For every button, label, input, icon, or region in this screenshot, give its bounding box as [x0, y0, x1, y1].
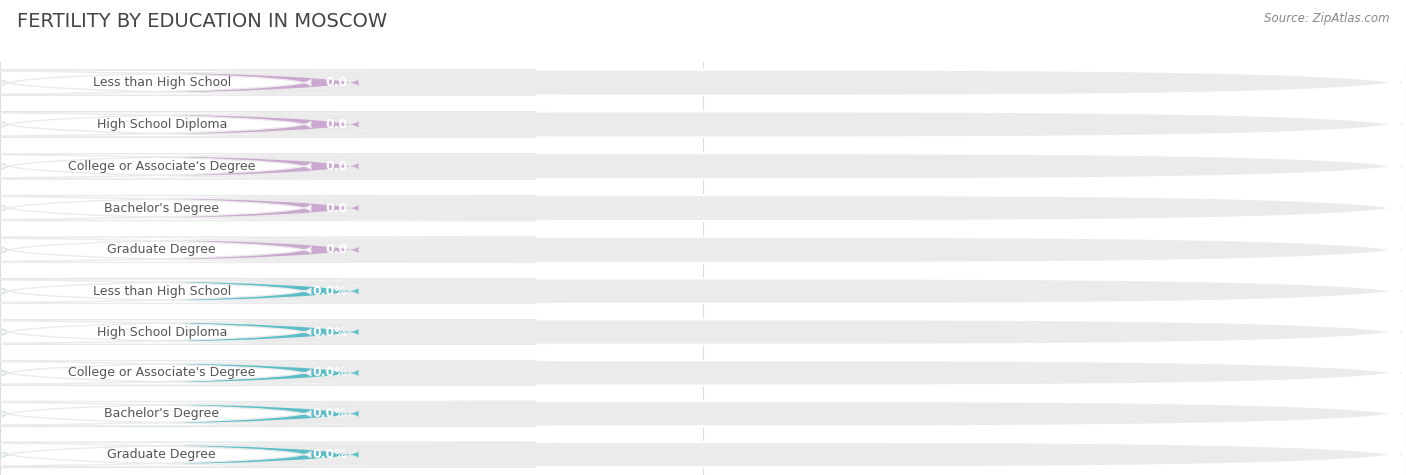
Text: 0.0: 0.0: [325, 118, 347, 131]
Text: Less than High School: Less than High School: [93, 285, 231, 298]
FancyBboxPatch shape: [3, 319, 1403, 345]
FancyBboxPatch shape: [0, 196, 536, 220]
Text: High School Diploma: High School Diploma: [97, 325, 226, 339]
Text: 0.0: 0.0: [325, 243, 347, 256]
Text: 0.0: 0.0: [325, 201, 347, 215]
FancyBboxPatch shape: [3, 70, 1403, 95]
FancyBboxPatch shape: [3, 237, 1403, 263]
FancyBboxPatch shape: [0, 238, 536, 262]
FancyBboxPatch shape: [0, 278, 565, 304]
FancyBboxPatch shape: [0, 70, 565, 95]
FancyBboxPatch shape: [3, 112, 1403, 137]
FancyBboxPatch shape: [0, 442, 536, 467]
FancyBboxPatch shape: [0, 279, 536, 304]
Text: FERTILITY BY EDUCATION IN MOSCOW: FERTILITY BY EDUCATION IN MOSCOW: [17, 12, 387, 31]
Text: 0.0: 0.0: [325, 76, 347, 89]
FancyBboxPatch shape: [0, 195, 565, 221]
FancyBboxPatch shape: [3, 278, 1403, 304]
FancyBboxPatch shape: [0, 154, 536, 179]
FancyBboxPatch shape: [3, 360, 1403, 386]
Text: Graduate Degree: Graduate Degree: [107, 448, 217, 461]
FancyBboxPatch shape: [0, 153, 565, 179]
FancyBboxPatch shape: [3, 153, 1403, 179]
Text: College or Associate's Degree: College or Associate's Degree: [67, 160, 256, 173]
Text: 0.0%: 0.0%: [312, 285, 347, 298]
FancyBboxPatch shape: [0, 70, 536, 95]
FancyBboxPatch shape: [3, 442, 1403, 467]
Text: Bachelor's Degree: Bachelor's Degree: [104, 407, 219, 420]
Text: Source: ZipAtlas.com: Source: ZipAtlas.com: [1264, 12, 1389, 25]
Text: 0.0: 0.0: [325, 160, 347, 173]
FancyBboxPatch shape: [0, 360, 565, 386]
Text: Graduate Degree: Graduate Degree: [107, 243, 217, 256]
Text: 0.0%: 0.0%: [312, 448, 347, 461]
Text: Bachelor's Degree: Bachelor's Degree: [104, 201, 219, 215]
Text: High School Diploma: High School Diploma: [97, 118, 226, 131]
FancyBboxPatch shape: [0, 319, 565, 345]
FancyBboxPatch shape: [0, 401, 536, 426]
FancyBboxPatch shape: [0, 112, 565, 137]
Text: 0.0%: 0.0%: [312, 407, 347, 420]
Text: College or Associate's Degree: College or Associate's Degree: [67, 366, 256, 380]
Text: 0.0%: 0.0%: [312, 325, 347, 339]
Text: Less than High School: Less than High School: [93, 76, 231, 89]
FancyBboxPatch shape: [0, 442, 565, 467]
FancyBboxPatch shape: [3, 195, 1403, 221]
FancyBboxPatch shape: [3, 401, 1403, 427]
FancyBboxPatch shape: [0, 401, 565, 427]
FancyBboxPatch shape: [0, 112, 536, 137]
FancyBboxPatch shape: [0, 237, 565, 263]
FancyBboxPatch shape: [0, 320, 536, 344]
Text: 0.0%: 0.0%: [312, 366, 347, 380]
FancyBboxPatch shape: [0, 361, 536, 385]
